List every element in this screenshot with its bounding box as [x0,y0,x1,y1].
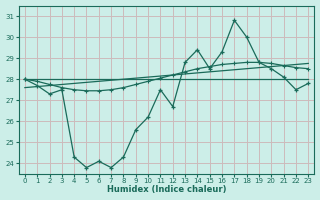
X-axis label: Humidex (Indice chaleur): Humidex (Indice chaleur) [107,185,226,194]
